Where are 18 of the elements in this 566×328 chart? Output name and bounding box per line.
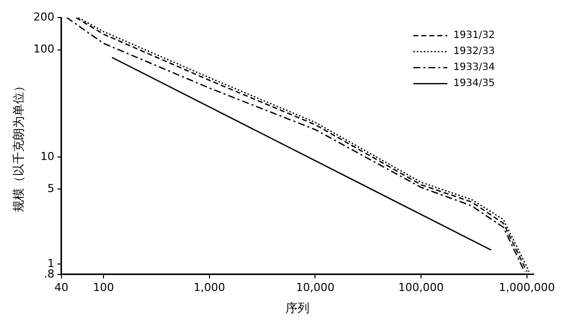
x-tick-label: 100	[93, 280, 114, 294]
x-tick-label: 10,000	[296, 280, 334, 294]
y-tick-label: 200	[33, 10, 54, 24]
y-tick-label: 1	[47, 256, 54, 270]
y-tick-label: 5	[47, 182, 54, 196]
y-tick-label: 100	[33, 42, 54, 56]
x-axis-title: 序列	[285, 300, 310, 315]
x-tick-label: 1,000,000	[498, 280, 555, 294]
legend-label: 1933/34	[453, 62, 495, 74]
x-tick-label: 100,000	[398, 280, 444, 294]
legend-label: 1932/33	[453, 46, 495, 58]
y-tick-label: 10	[40, 150, 54, 163]
y-tick-label: .8	[44, 267, 54, 280]
legend-label: 1931/32	[453, 30, 495, 42]
x-tick-label: 1,000	[194, 280, 226, 294]
legend-label: 1934/35	[453, 78, 495, 90]
x-tick-label: 40	[54, 280, 68, 294]
y-axis-title: 规模（以千克朗为单位）	[11, 80, 26, 212]
